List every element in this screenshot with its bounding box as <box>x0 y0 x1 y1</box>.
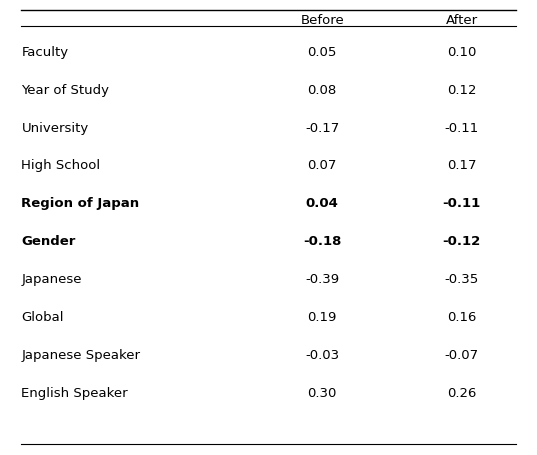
Text: -0.18: -0.18 <box>303 235 342 248</box>
Text: 0.08: 0.08 <box>308 84 337 96</box>
Text: -0.39: -0.39 <box>305 273 339 285</box>
Text: After: After <box>446 14 478 27</box>
Text: 0.12: 0.12 <box>447 84 476 96</box>
Text: -0.12: -0.12 <box>442 235 481 248</box>
Text: -0.17: -0.17 <box>305 121 339 134</box>
Text: 0.07: 0.07 <box>308 159 337 172</box>
Text: High School: High School <box>21 159 100 172</box>
Text: -0.07: -0.07 <box>445 348 479 361</box>
Text: 0.19: 0.19 <box>308 310 337 323</box>
Text: 0.05: 0.05 <box>308 46 337 59</box>
Text: Before: Before <box>300 14 344 27</box>
Text: -0.03: -0.03 <box>305 348 339 361</box>
Text: University: University <box>21 121 89 134</box>
Text: Region of Japan: Region of Japan <box>21 197 140 210</box>
Text: English Speaker: English Speaker <box>21 386 128 399</box>
Text: Japanese Speaker: Japanese Speaker <box>21 348 141 361</box>
Text: -0.11: -0.11 <box>445 121 479 134</box>
Text: Year of Study: Year of Study <box>21 84 110 96</box>
Text: Gender: Gender <box>21 235 76 248</box>
Text: -0.11: -0.11 <box>442 197 481 210</box>
Text: Faculty: Faculty <box>21 46 69 59</box>
Text: Japanese: Japanese <box>21 273 82 285</box>
Text: Global: Global <box>21 310 64 323</box>
Text: 0.10: 0.10 <box>447 46 476 59</box>
Text: 0.30: 0.30 <box>308 386 337 399</box>
Text: 0.04: 0.04 <box>306 197 339 210</box>
Text: -0.35: -0.35 <box>445 273 479 285</box>
Text: 0.26: 0.26 <box>447 386 476 399</box>
Text: 0.17: 0.17 <box>447 159 476 172</box>
Text: 0.16: 0.16 <box>447 310 476 323</box>
